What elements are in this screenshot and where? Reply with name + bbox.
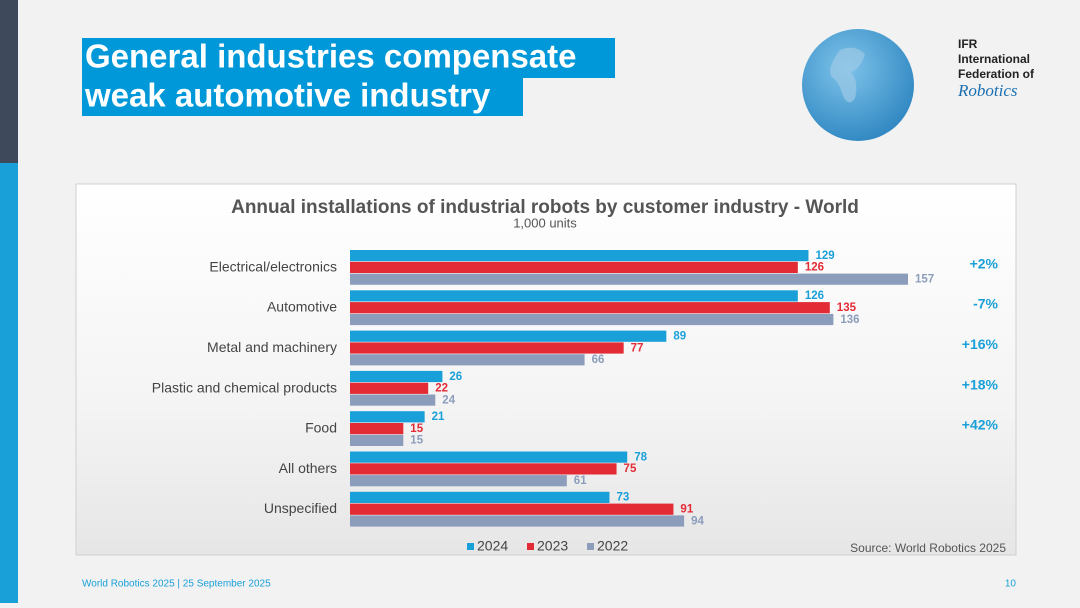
title-bg bbox=[82, 38, 615, 78]
bar bbox=[350, 434, 404, 446]
bar bbox=[350, 370, 443, 383]
globe bbox=[802, 29, 914, 141]
bar bbox=[350, 313, 834, 326]
globe-land bbox=[830, 47, 865, 103]
category-label: Plastic and chemical products bbox=[152, 379, 337, 395]
value-label: 61 bbox=[574, 475, 587, 487]
category-label: Metal and machinery bbox=[207, 339, 337, 355]
bar bbox=[350, 354, 585, 366]
bar bbox=[350, 342, 624, 354]
growth-label: +16% bbox=[962, 336, 999, 352]
bar bbox=[350, 451, 628, 463]
value-label: 15 bbox=[410, 423, 423, 435]
legend-swatch bbox=[587, 543, 594, 550]
slide-title: weak automotive industry bbox=[84, 77, 491, 114]
value-label: 129 bbox=[815, 250, 834, 262]
source: Source: World Robotics 2025 bbox=[850, 541, 1006, 555]
value-label: 126 bbox=[805, 262, 824, 274]
value-label: 26 bbox=[449, 371, 462, 383]
chart-title: Annual installations of industrial robot… bbox=[231, 197, 859, 218]
bar bbox=[350, 423, 404, 435]
value-label: 77 bbox=[631, 342, 644, 354]
value-label: 22 bbox=[435, 383, 448, 395]
legend-label: 2023 bbox=[537, 538, 568, 554]
bar bbox=[350, 273, 908, 285]
bar bbox=[350, 515, 685, 527]
value-label: 91 bbox=[680, 504, 693, 516]
value-label: 126 bbox=[805, 290, 824, 302]
bar bbox=[350, 302, 830, 314]
legend-swatch bbox=[467, 543, 474, 550]
bar bbox=[350, 491, 610, 503]
value-label: 24 bbox=[442, 394, 455, 406]
value-label: 135 bbox=[837, 302, 857, 314]
category-label: Electrical/electronics bbox=[209, 258, 337, 274]
category-label: Automotive bbox=[267, 299, 337, 315]
logo-text: Federation of bbox=[958, 67, 1035, 81]
category-label: Unspecified bbox=[264, 500, 337, 516]
logo-text: International bbox=[958, 52, 1030, 66]
chart-subtitle: 1,000 units bbox=[513, 215, 577, 230]
value-label: 89 bbox=[673, 331, 686, 343]
growth-label: +42% bbox=[962, 417, 999, 433]
bar bbox=[350, 330, 667, 342]
value-label: 15 bbox=[410, 435, 423, 447]
growth-label: -7% bbox=[973, 296, 998, 312]
category-label: Food bbox=[305, 420, 337, 436]
page-number: 10 bbox=[1005, 579, 1017, 590]
side-bar-dark bbox=[0, 0, 18, 163]
bar bbox=[350, 261, 798, 273]
side-bar-blue bbox=[0, 163, 18, 603]
category-label: All others bbox=[279, 460, 337, 476]
logo-text: IFR bbox=[958, 37, 978, 51]
bar bbox=[350, 250, 809, 262]
value-label: 78 bbox=[634, 451, 647, 463]
bar bbox=[350, 475, 567, 487]
bar bbox=[350, 382, 429, 394]
slide-title: General industries compensate bbox=[85, 38, 577, 75]
value-label: 66 bbox=[592, 354, 605, 366]
footer: World Robotics 2025 | 25 September 2025 bbox=[82, 579, 271, 590]
bar bbox=[350, 290, 798, 302]
growth-label: +2% bbox=[970, 255, 999, 271]
bar bbox=[350, 503, 674, 515]
value-label: 21 bbox=[432, 411, 445, 423]
bar bbox=[350, 411, 425, 423]
value-label: 94 bbox=[691, 515, 704, 527]
legend-label: 2024 bbox=[477, 538, 508, 554]
value-label: 75 bbox=[624, 463, 637, 475]
bar bbox=[350, 463, 617, 475]
bar bbox=[350, 394, 436, 406]
growth-label: +18% bbox=[962, 376, 999, 392]
value-label: 136 bbox=[840, 314, 859, 326]
logo-script: Robotics bbox=[957, 81, 1018, 100]
value-label: 73 bbox=[616, 492, 629, 504]
value-label: 157 bbox=[915, 274, 934, 286]
legend-label: 2022 bbox=[597, 538, 628, 554]
title-bg bbox=[82, 78, 523, 116]
legend-swatch bbox=[527, 543, 534, 550]
